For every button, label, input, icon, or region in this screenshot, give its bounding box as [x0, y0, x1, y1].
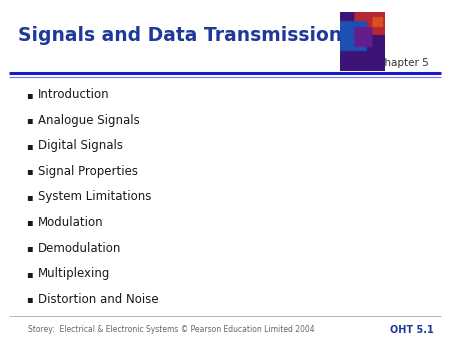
Text: Digital Signals: Digital Signals — [38, 139, 123, 152]
Text: Distortion and Noise: Distortion and Noise — [38, 293, 159, 306]
Text: Multiplexing: Multiplexing — [38, 267, 111, 280]
Text: ▪: ▪ — [26, 269, 32, 279]
Text: ▪: ▪ — [26, 141, 32, 151]
Text: Signals and Data Transmission: Signals and Data Transmission — [18, 26, 342, 45]
Text: System Limitations: System Limitations — [38, 190, 152, 203]
Text: ▪: ▪ — [26, 192, 32, 202]
Text: ▪: ▪ — [26, 243, 32, 253]
Text: Introduction: Introduction — [38, 88, 110, 101]
Text: Signal Properties: Signal Properties — [38, 165, 138, 178]
Text: Storey:  Electrical & Electronic Systems © Pearson Education Limited 2004: Storey: Electrical & Electronic Systems … — [28, 325, 314, 334]
Text: Analogue Signals: Analogue Signals — [38, 114, 140, 127]
Text: ▪: ▪ — [26, 115, 32, 125]
Text: ▪: ▪ — [26, 294, 32, 304]
Text: OHT 5.1: OHT 5.1 — [390, 324, 434, 335]
Text: Modulation: Modulation — [38, 216, 104, 229]
Text: ▪: ▪ — [26, 166, 32, 176]
Text: Chapter 5: Chapter 5 — [377, 57, 428, 68]
Text: ▪: ▪ — [26, 217, 32, 227]
Text: Demodulation: Demodulation — [38, 242, 122, 255]
Text: ▪: ▪ — [26, 90, 32, 100]
